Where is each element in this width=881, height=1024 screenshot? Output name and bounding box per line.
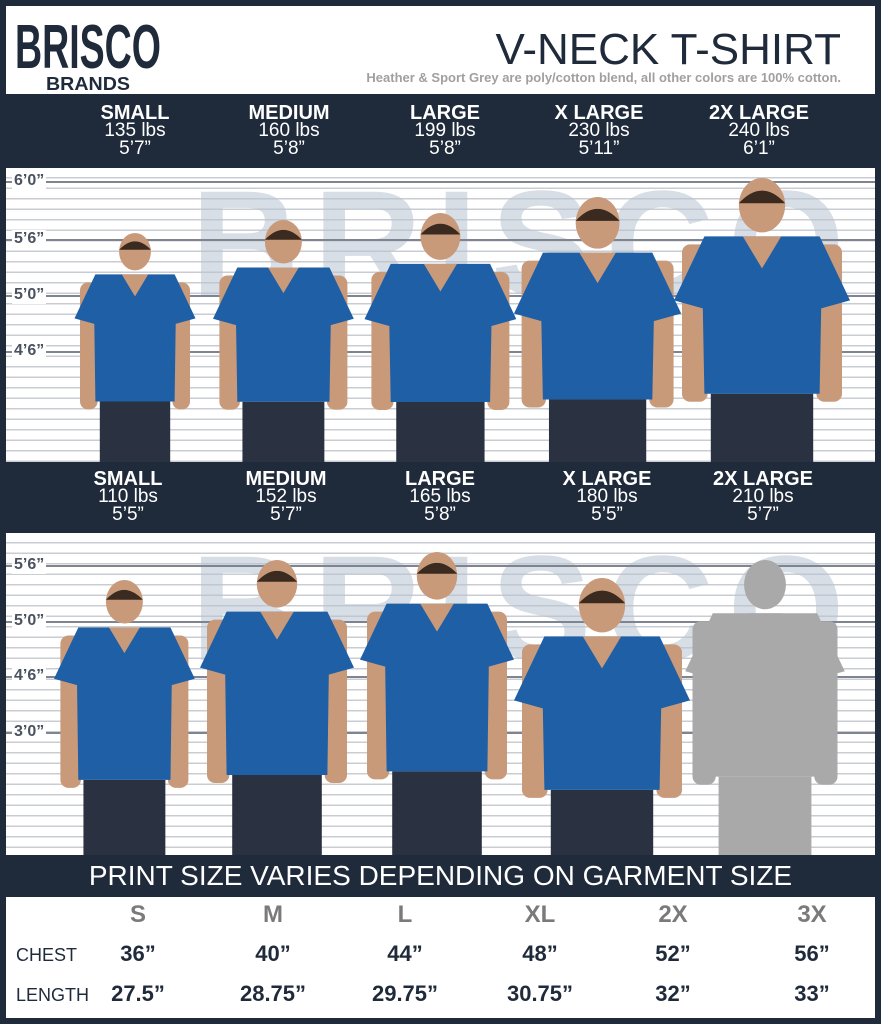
size-column-header: M bbox=[263, 901, 283, 928]
model-photo bbox=[674, 178, 850, 462]
height-mark: 3’0” bbox=[12, 723, 47, 741]
height-mark: 5’6” bbox=[12, 230, 47, 248]
size-name: LARGE bbox=[405, 468, 475, 490]
size-name: 2X LARGE bbox=[708, 102, 810, 124]
women-sizes-band: SMALL 110 lbs 5’5” MEDIUM 152 lbs 5’7” LARGE 16… bbox=[0, 462, 881, 533]
size-weight: 210 lbs bbox=[732, 486, 794, 507]
size-height: 5’7” bbox=[747, 504, 779, 525]
size-name: SMALL bbox=[93, 468, 163, 490]
measurement-value: 33” bbox=[794, 981, 830, 1006]
size-label: SMALL 135 lbs 5’7” bbox=[55, 102, 215, 159]
size-label: MEDIUM 152 lbs 5’7” bbox=[206, 468, 366, 525]
measurement-value: 36” bbox=[120, 941, 156, 966]
size-height: 5’7” bbox=[270, 504, 302, 525]
logo-text: BRISCO bbox=[15, 13, 161, 82]
height-mark: 5’0” bbox=[12, 612, 47, 630]
size-height: 5’8” bbox=[424, 504, 456, 525]
measurement-value: 30.75” bbox=[506, 981, 574, 1006]
size-height: 5’5” bbox=[591, 504, 623, 525]
size-height: 5’8” bbox=[273, 138, 305, 159]
size-weight: 160 lbs bbox=[258, 120, 320, 141]
measurement-value: 56” bbox=[794, 941, 830, 966]
print-size-note: PRINT SIZE VARIES DEPENDING ON GARMENT S… bbox=[88, 860, 793, 891]
size-label: MEDIUM 160 lbs 5’8” bbox=[209, 102, 369, 159]
header: BRISCO BRANDS V-NECK T-SHIRT Heather & S… bbox=[6, 6, 875, 94]
size-weight: 165 lbs bbox=[409, 486, 471, 507]
size-height: 5’7” bbox=[119, 138, 151, 159]
measurement-value: 52” bbox=[655, 941, 691, 966]
fabric-note: Heather & Sport Grey are poly/cotton ble… bbox=[366, 70, 841, 85]
size-column-header: S bbox=[129, 901, 147, 928]
women-photo-panel: BRISCO 5’6” 5’0” 4’6” 3’0” bbox=[6, 533, 875, 855]
model-photo bbox=[514, 197, 682, 462]
height-mark: 4’6” bbox=[12, 667, 47, 685]
men-sizes-band: SMALL 135 lbs 5’7” MEDIUM 160 lbs 5’8” LARGE 19… bbox=[0, 94, 881, 168]
measurement-value: 28.75” bbox=[239, 981, 307, 1006]
measurement-value: 48” bbox=[522, 941, 558, 966]
size-name: X LARGE bbox=[554, 102, 644, 124]
size-label: LARGE 165 lbs 5’8” bbox=[360, 468, 520, 525]
model-photo bbox=[200, 560, 354, 855]
size-column-header: L bbox=[397, 901, 413, 928]
model-photo bbox=[514, 578, 690, 855]
size-height: 6’1” bbox=[743, 138, 775, 159]
measurement-value: 27.5” bbox=[111, 981, 165, 1006]
brisco-brands-logo: BRISCO BRANDS bbox=[12, 10, 164, 94]
size-height: 5’8” bbox=[429, 138, 461, 159]
model-photo bbox=[74, 233, 196, 462]
height-mark: 5’0” bbox=[12, 286, 47, 304]
size-column-header: 2X bbox=[658, 901, 688, 928]
size-weight: 110 lbs bbox=[98, 486, 158, 507]
size-weight: 152 lbs bbox=[255, 486, 317, 507]
measurement-value: 32” bbox=[655, 981, 691, 1006]
size-name: LARGE bbox=[410, 102, 480, 124]
placeholder-silhouette bbox=[685, 560, 845, 855]
size-label: SMALL 110 lbs 5’5” bbox=[48, 468, 208, 525]
size-weight: 180 lbs bbox=[576, 486, 638, 507]
height-line bbox=[6, 181, 875, 183]
height-mark: 5’6” bbox=[12, 556, 47, 574]
size-label: LARGE 199 lbs 5’8” bbox=[365, 102, 525, 159]
size-height: 5’5” bbox=[112, 504, 144, 525]
size-name: 2X LARGE bbox=[712, 468, 814, 490]
size-weight: 199 lbs bbox=[414, 120, 476, 141]
model-photo bbox=[360, 552, 514, 855]
size-label: 2X LARGE 210 lbs 5’7” bbox=[683, 468, 843, 525]
model-photo bbox=[53, 580, 195, 855]
logo-subtext: BRANDS bbox=[46, 74, 130, 94]
size-name: MEDIUM bbox=[248, 102, 330, 124]
page-title: V-NECK T-SHIRT bbox=[495, 25, 841, 74]
size-name: X LARGE bbox=[562, 468, 652, 490]
model-photo bbox=[212, 220, 354, 462]
size-weight: 240 lbs bbox=[728, 120, 790, 141]
row-label: CHEST bbox=[16, 945, 78, 965]
men-photo-panel: BRISCO 6’0” 5’6” 5’0” 4’6” bbox=[6, 168, 875, 462]
height-mark: 4’6” bbox=[12, 342, 47, 360]
height-mark: 6’0” bbox=[12, 172, 47, 190]
size-weight: 230 lbs bbox=[568, 120, 630, 141]
measurement-value: 40” bbox=[255, 941, 291, 966]
model-photo bbox=[364, 213, 516, 462]
size-table: S M L XL 2X 3X CHEST 36” 40” 44” 48” 52” 56” LENGTH 27… bbox=[6, 897, 875, 1018]
size-name: MEDIUM bbox=[245, 468, 327, 490]
size-name: SMALL bbox=[100, 102, 170, 124]
size-height: 5’11” bbox=[578, 138, 620, 159]
measurement-value: 44” bbox=[387, 941, 423, 966]
size-weight: 135 lbs bbox=[104, 120, 166, 141]
size-label: X LARGE 230 lbs 5’11” bbox=[519, 102, 679, 159]
size-label: X LARGE 180 lbs 5’5” bbox=[527, 468, 687, 525]
size-column-header: XL bbox=[524, 901, 556, 928]
measurement-value: 29.75” bbox=[371, 981, 439, 1006]
size-label: 2X LARGE 240 lbs 6’1” bbox=[679, 102, 839, 159]
size-column-header: 3X bbox=[797, 901, 827, 928]
row-label: LENGTH bbox=[16, 985, 90, 1005]
